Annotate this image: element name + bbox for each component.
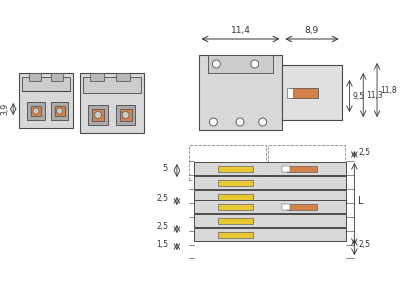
Bar <box>287 88 293 98</box>
Bar <box>55 106 64 116</box>
Text: 2,5: 2,5 <box>358 240 370 249</box>
FancyBboxPatch shape <box>198 100 210 115</box>
Text: 8,9: 8,9 <box>305 26 319 35</box>
Bar <box>120 109 132 121</box>
Bar <box>116 105 136 125</box>
Circle shape <box>251 60 259 68</box>
Circle shape <box>259 118 267 126</box>
Bar <box>27 102 45 120</box>
Bar <box>51 102 68 120</box>
Bar <box>218 204 253 210</box>
Bar <box>218 194 253 200</box>
Bar <box>194 176 346 189</box>
Text: 2,5: 2,5 <box>156 222 168 231</box>
Circle shape <box>33 108 39 114</box>
Bar <box>208 55 272 73</box>
Bar <box>198 55 282 130</box>
Text: 2,5: 2,5 <box>358 148 370 157</box>
Bar <box>194 228 346 241</box>
Bar <box>19 73 73 128</box>
Bar <box>218 218 253 224</box>
Circle shape <box>94 111 102 119</box>
Text: 11,8: 11,8 <box>380 86 397 95</box>
Bar <box>88 105 108 125</box>
Bar <box>290 88 318 98</box>
Bar <box>218 166 253 172</box>
Bar <box>92 109 104 121</box>
Bar <box>22 77 70 91</box>
Text: 11,3: 11,3 <box>366 91 383 99</box>
Bar <box>218 180 253 186</box>
Bar <box>194 162 346 175</box>
Bar <box>194 214 346 227</box>
Circle shape <box>57 108 62 114</box>
Bar <box>282 65 342 120</box>
Bar <box>287 166 317 172</box>
Bar <box>51 73 62 81</box>
Text: 1,5: 1,5 <box>156 240 168 249</box>
Bar <box>194 190 346 203</box>
Text: 9,5: 9,5 <box>352 91 364 100</box>
Bar <box>116 73 130 81</box>
Bar <box>83 77 142 93</box>
Bar <box>287 204 317 210</box>
Text: 3,9: 3,9 <box>1 103 10 115</box>
Bar <box>29 73 41 81</box>
Text: 2,5: 2,5 <box>156 194 168 203</box>
Text: 5: 5 <box>162 164 168 173</box>
Text: 11,4: 11,4 <box>230 26 250 35</box>
Bar <box>282 166 290 172</box>
Text: L: L <box>358 196 364 206</box>
Bar <box>194 200 346 213</box>
Bar <box>218 232 253 238</box>
Bar <box>80 73 144 133</box>
Bar <box>282 204 290 210</box>
Bar <box>90 73 104 81</box>
Bar <box>31 106 41 116</box>
Circle shape <box>212 60 220 68</box>
Bar <box>268 145 344 180</box>
Circle shape <box>122 111 129 119</box>
Circle shape <box>236 118 244 126</box>
Bar <box>189 145 266 180</box>
Circle shape <box>210 118 217 126</box>
